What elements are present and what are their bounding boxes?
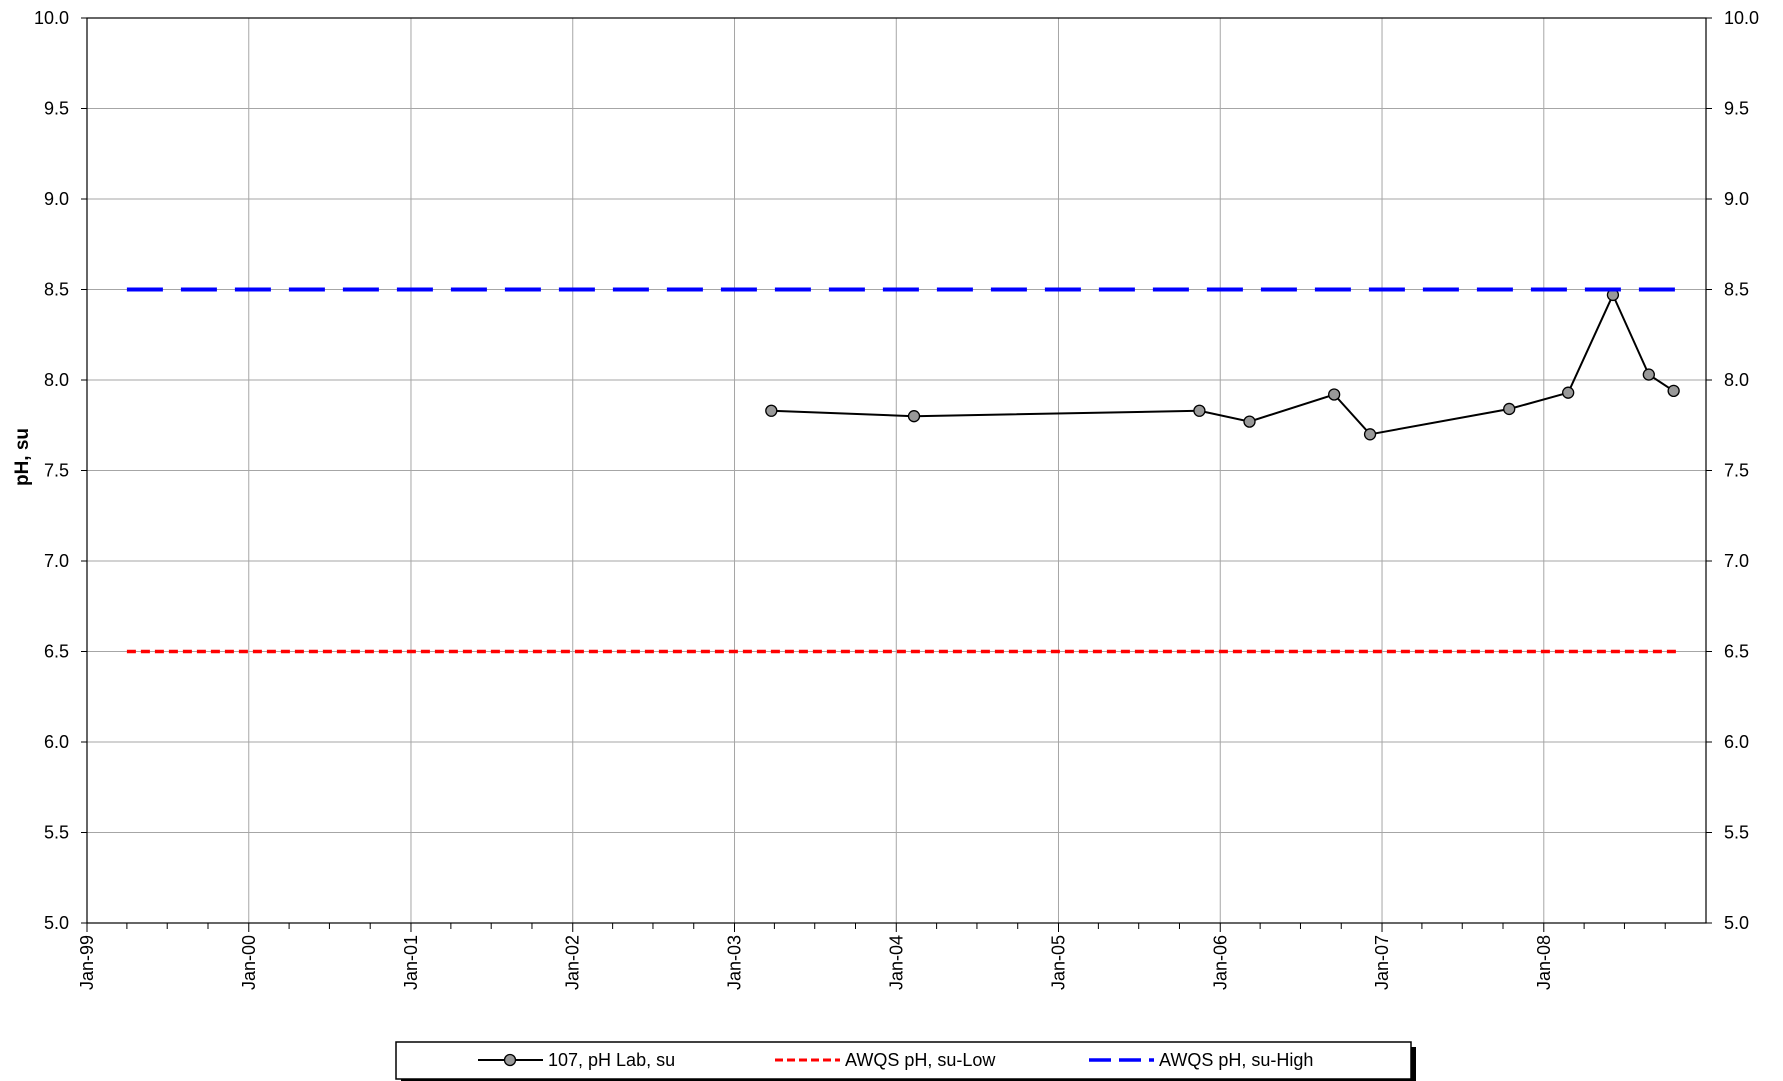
y-tick-label-right: 9.5 <box>1724 99 1749 119</box>
x-tick-label: Jan-08 <box>1534 935 1554 990</box>
data-point <box>907 410 921 423</box>
y-tick-label-right: 8.0 <box>1724 370 1749 390</box>
data-point <box>1642 368 1655 381</box>
y-tick-label-left: 9.0 <box>44 189 69 209</box>
x-tick-label: Jan-00 <box>239 935 259 990</box>
legend-label-1: 107, pH Lab, su <box>548 1050 675 1070</box>
y-tick-label-right: 8.5 <box>1724 280 1749 300</box>
y-tick-label-left: 5.5 <box>44 823 69 843</box>
data-point <box>1503 402 1516 416</box>
y-tick-label-left: 10.0 <box>34 8 69 28</box>
data-point <box>1562 386 1575 399</box>
series-line-1 <box>771 292 1675 436</box>
data-point <box>1193 404 1206 417</box>
y-tick-label-left: 8.5 <box>44 280 69 300</box>
data-point <box>1667 384 1680 398</box>
y-tick-label-left: 5.0 <box>44 913 69 933</box>
y-tick-label-right: 7.0 <box>1724 551 1749 571</box>
legend: 107, pH Lab, su AWQS pH, su-Low AWQS pH, s… <box>395 1041 1416 1081</box>
legend-label-3: AWQS pH, su-High <box>1159 1050 1313 1070</box>
x-tick-label: Jan-05 <box>1048 935 1068 990</box>
data-point <box>1363 428 1377 441</box>
data-point <box>1243 415 1256 428</box>
y-tick-label-left: 9.5 <box>44 99 69 119</box>
x-tick-label: Jan-03 <box>725 935 745 990</box>
legend-box <box>395 1041 1412 1080</box>
y-tick-label-left: 7.5 <box>44 461 69 481</box>
x-tick-label: Jan-06 <box>1210 935 1230 990</box>
y-tick-label-left: 6.0 <box>44 732 69 752</box>
y-tick-label-left: 6.5 <box>44 642 69 662</box>
y-tick-label-right: 7.5 <box>1724 461 1749 481</box>
y-tick-label-right: 5.5 <box>1724 823 1749 843</box>
y-tick-label-right: 6.0 <box>1724 732 1749 752</box>
y-tick-label-right: 6.5 <box>1724 642 1749 662</box>
x-tick-label: Jan-01 <box>401 935 421 990</box>
data-point <box>1328 388 1341 401</box>
gridlines <box>87 18 1706 923</box>
plot-series <box>126 287 1680 654</box>
data-point <box>765 404 778 417</box>
y-axis-title: pH, su <box>12 428 33 486</box>
x-tick-label: Jan-07 <box>1372 935 1392 990</box>
legend-items: 107, pH Lab, su AWQS pH, su-Low AWQS pH, s… <box>478 1050 1313 1070</box>
x-tick-label: Jan-99 <box>77 935 97 990</box>
y-tick-label-right: 5.0 <box>1724 913 1749 933</box>
legend-marker-1 <box>503 1053 517 1067</box>
axes <box>81 17 1712 932</box>
y-tick-label-left: 8.0 <box>44 370 69 390</box>
legend-label-2: AWQS pH, su-Low <box>845 1050 996 1070</box>
tick-labels: 5.0 5.0 5.5 5.5 6.0 6.0 6.5 6.5 7.0 7.0 7.5 7.5 8.0 8… <box>34 8 1759 990</box>
x-tick-label: Jan-02 <box>563 935 583 990</box>
x-tick-label: Jan-04 <box>886 935 906 990</box>
y-tick-label-right: 10.0 <box>1724 8 1759 28</box>
y-tick-label-right: 9.0 <box>1724 189 1749 209</box>
y-tick-label-left: 7.0 <box>44 551 69 571</box>
